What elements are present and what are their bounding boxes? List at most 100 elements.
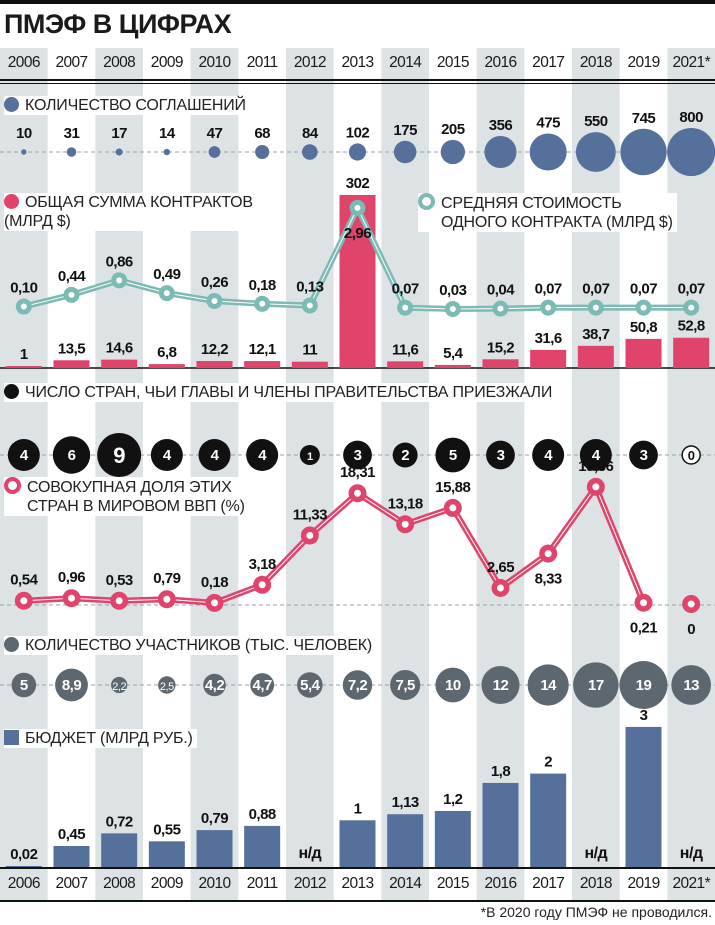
year-label: 2012 <box>293 875 327 892</box>
budget-bar <box>244 825 281 867</box>
avg-cost-label: 0,07 <box>392 281 419 298</box>
agreements-bubble <box>255 144 270 160</box>
year-label: 2018 <box>579 54 613 71</box>
budget-bar <box>625 726 662 867</box>
countries-label: 5 <box>449 447 457 464</box>
agreements-label: 356 <box>489 117 513 134</box>
avg-cost-label: 0,10 <box>10 280 37 297</box>
participants-label: 17 <box>588 677 604 694</box>
countries-bubble <box>629 440 658 470</box>
participants-label: 7,5 <box>395 677 415 694</box>
agreements-label: 475 <box>536 114 560 131</box>
participants-bubble <box>297 672 323 698</box>
budget-bar <box>434 810 471 867</box>
budget-label: 0,02 <box>10 846 37 863</box>
avg-cost-point-center <box>448 304 457 313</box>
budget-bar <box>482 782 519 867</box>
participants-label: 5 <box>20 677 28 694</box>
contracts-bar <box>530 349 567 368</box>
agreements-bubble <box>393 140 417 164</box>
budget-label: 1,13 <box>392 794 419 811</box>
countries-bubble <box>392 442 418 468</box>
gdp-label: 0,18 <box>201 574 228 591</box>
agreements-label: 745 <box>632 110 656 127</box>
participants-label: 2,5 <box>160 681 174 693</box>
year-label: 2015 <box>436 54 470 71</box>
gdp-label: 18,31 <box>340 464 375 481</box>
participants-bubble <box>250 673 275 697</box>
countries-label: 6 <box>68 447 76 464</box>
gdp-point-center <box>639 598 648 608</box>
participants-label: 14 <box>540 677 557 694</box>
avg-cost-label: 0,03 <box>439 282 466 299</box>
participants-bubble <box>573 662 619 708</box>
participants-label: 4,2 <box>205 677 225 694</box>
participants-bubble <box>527 664 569 706</box>
divider <box>0 79 715 81</box>
contracts-bar <box>673 337 710 368</box>
contracts-label: 50,8 <box>630 319 657 336</box>
legend-label: БЮДЖЕТ (МЛРД РУБ.) <box>25 730 193 747</box>
countries-bubble <box>435 437 471 473</box>
gdp-point-center <box>210 598 219 608</box>
legend-label: ЧИСЛО СТРАН, ЧЬИ ГЛАВЫ И ЧЛЕНЫ ПРАВИТЕЛЬ… <box>25 384 553 401</box>
baseline <box>0 867 715 869</box>
column-stripe <box>0 48 48 900</box>
year-label: 2017 <box>532 54 565 71</box>
square-icon <box>4 730 19 745</box>
legend-label: ОДНОГО КОНТРАКТА (МЛРД $) <box>441 214 673 231</box>
contracts-label: 1 <box>20 346 28 363</box>
contracts-label: 52,8 <box>678 318 705 335</box>
avg-cost-label: 0,04 <box>487 282 515 299</box>
participants-bubble <box>390 669 421 701</box>
legend-label: СТРАН В МИРОВОМ ВВП (%) <box>27 498 245 515</box>
legend-label: КОЛИЧЕСТВО УЧАСТНИКОВ (ТЫС. ЧЕЛОВЕК) <box>25 637 373 654</box>
agreements-label: 47 <box>207 125 223 142</box>
budget-na-label: н/д <box>680 845 703 862</box>
year-label: 2013 <box>341 875 374 892</box>
countries-bubble <box>579 439 612 471</box>
contracts-bar <box>148 364 185 368</box>
year-label: 2009 <box>150 54 184 71</box>
contracts-bar <box>291 361 328 368</box>
avg-cost-point-center <box>401 303 410 312</box>
year-label: 2019 <box>627 875 661 892</box>
budget-label: 0,72 <box>106 813 133 830</box>
gdp-point-center <box>114 596 124 606</box>
budget-label: 2 <box>544 754 552 771</box>
column-stripe <box>667 48 715 900</box>
agreements-bubble <box>667 127 715 177</box>
countries-label: 3 <box>497 447 505 464</box>
budget-bar <box>196 830 233 867</box>
gdp-label: 8,33 <box>535 571 562 588</box>
divider <box>0 900 715 902</box>
countries-label: 4 <box>544 447 553 464</box>
countries-bubble <box>532 439 565 471</box>
budget-label: 3 <box>640 707 648 724</box>
year-label: 2016 <box>484 875 518 892</box>
gdp-point-center <box>591 482 601 492</box>
agreements-bubble <box>66 147 77 157</box>
year-header-top: 2006 2007 2008 2009 2010 2011 2012 2013 2014 2015… <box>0 48 715 78</box>
gdp-label: 3,18 <box>249 556 276 573</box>
year-label: 2018 <box>579 875 613 892</box>
footnote: *В 2020 году ПМЭФ не проводился. <box>480 904 712 920</box>
budget-bar <box>101 833 138 867</box>
gdp-point-center <box>162 594 172 604</box>
agreements-bubble <box>348 143 367 161</box>
countries-bubble <box>681 445 701 465</box>
year-label: 2014 <box>389 875 422 892</box>
top-rule <box>0 0 715 4</box>
year-label: 2006 <box>7 54 41 71</box>
gdp-label: 0 <box>687 621 695 638</box>
year-label: 2012 <box>293 54 327 71</box>
avg-cost-label: 0,86 <box>106 253 133 270</box>
agreements-bubble <box>163 148 171 156</box>
contracts-label: 11 <box>302 342 317 359</box>
year-label: 2019 <box>627 54 661 71</box>
gdp-label: 0,54 <box>10 572 38 589</box>
legend-participants: КОЛИЧЕСТВО УЧАСТНИКОВ (ТЫС. ЧЕЛОВЕК) <box>4 636 377 655</box>
countries-bubble <box>246 439 279 471</box>
